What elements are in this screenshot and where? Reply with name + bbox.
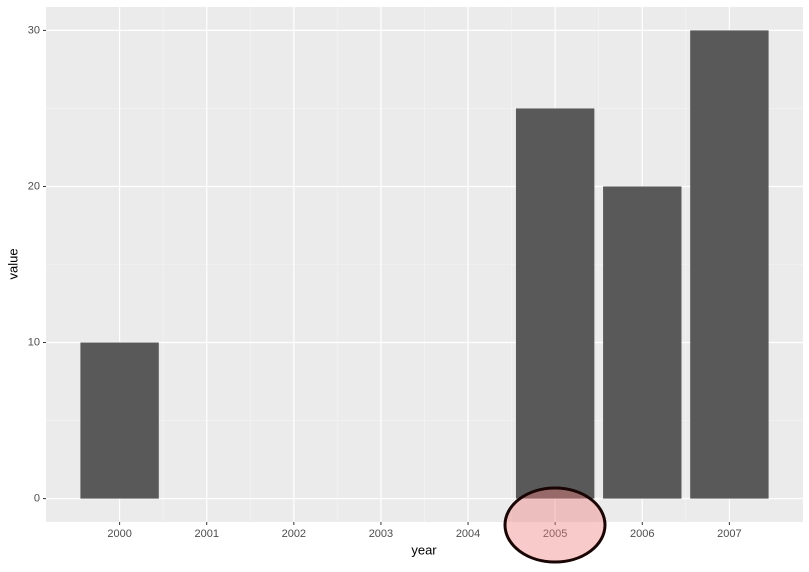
y-tick-label: 20 [28, 180, 40, 192]
x-tick-label: 2005 [543, 528, 567, 540]
bar [80, 342, 159, 499]
y-tick-label: 10 [28, 336, 40, 348]
highlight-circle [503, 486, 607, 564]
x-axis-title: year [411, 542, 437, 557]
y-axis-title: value [5, 248, 20, 279]
y-tick-label: 30 [28, 24, 40, 36]
x-tick-label: 2007 [717, 528, 741, 540]
y-tick-label: 0 [34, 492, 40, 504]
x-tick-label: 2000 [107, 528, 131, 540]
x-tick-label: 2001 [194, 528, 218, 540]
labels: 0 10 20 30 2000 2001 2002 2003 2004 2005 2006 2007 [28, 24, 742, 540]
bar [515, 108, 595, 499]
x-tick-label: 2003 [369, 528, 393, 540]
x-tick-label: 2006 [630, 528, 654, 540]
marks [80, 30, 769, 499]
bar [690, 30, 769, 499]
x-tick-label: 2002 [282, 528, 306, 540]
bar [603, 186, 682, 499]
x-tick-label: 2004 [456, 528, 480, 540]
